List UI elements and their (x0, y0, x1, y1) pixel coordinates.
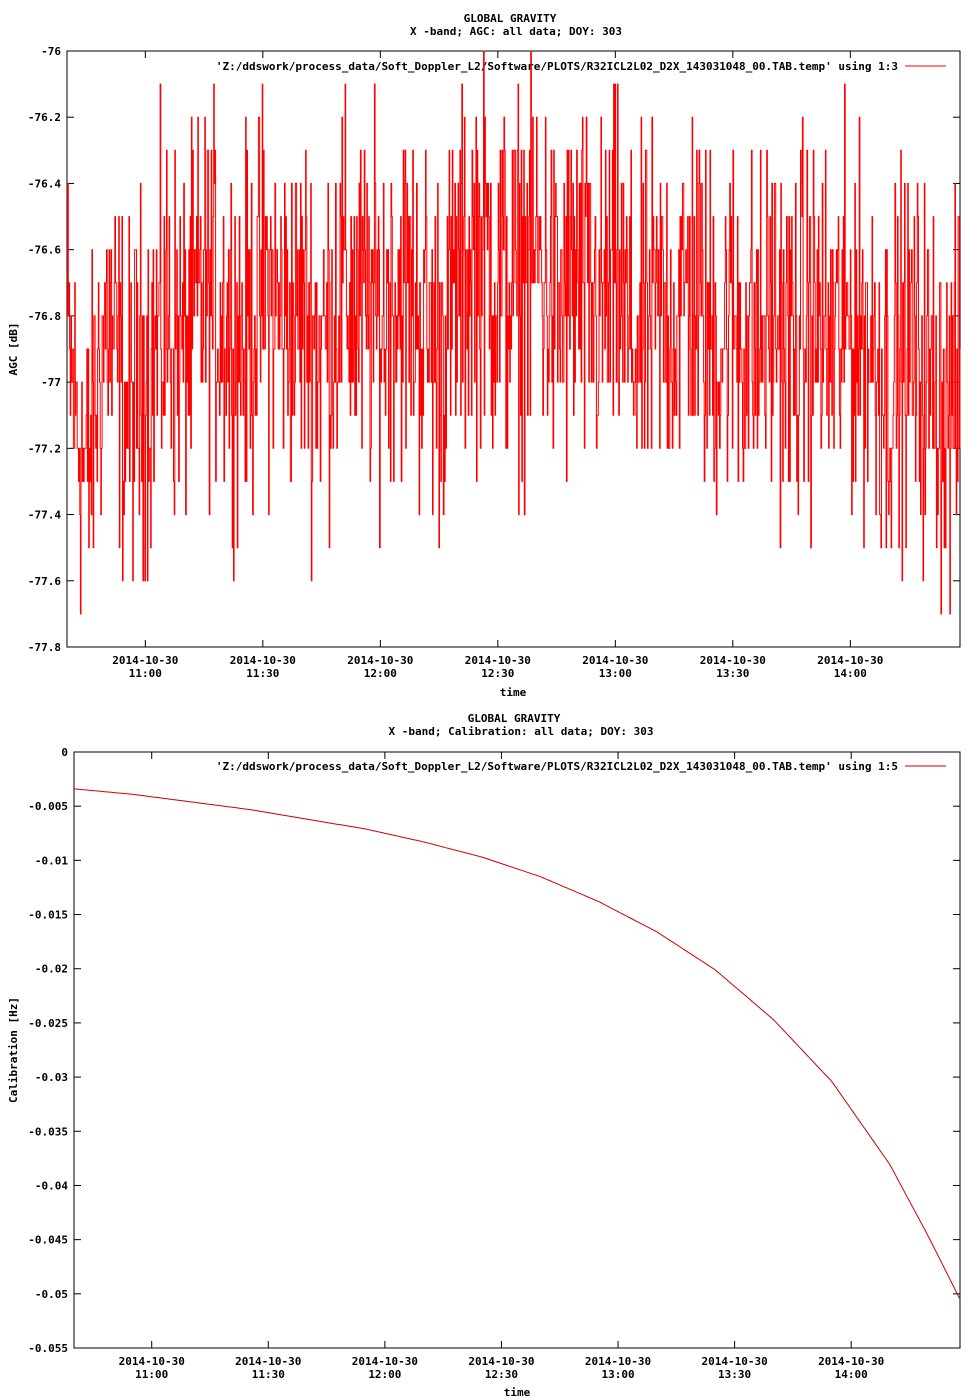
agc-y-tick-label: -77 (41, 376, 61, 389)
calibration-series-line (73, 788, 961, 1300)
agc-y-tick-label: -77.2 (28, 442, 61, 455)
calibration-x-tick-time-label: 12:00 (368, 1368, 401, 1381)
calibration-x-tick-date-label: 2014-10-30 (352, 1355, 418, 1368)
calibration-y-axis-label: Calibration [Hz] (7, 997, 20, 1103)
agc-y-tick-label: -76.4 (28, 177, 61, 190)
agc-y-tick-label: -76.6 (28, 244, 61, 257)
calibration-y-tick-label: -0.015 (28, 909, 68, 922)
calibration-chart: GLOBAL GRAVITY X -band; Calibration: all… (7, 712, 961, 1399)
calibration-x-tick-time-label: 13:00 (601, 1368, 634, 1381)
agc-x-tick-time-label: 11:30 (246, 667, 279, 680)
calibration-y-tick-label: -0.005 (28, 800, 68, 813)
calibration-y-tick-label: -0.01 (35, 854, 68, 867)
agc-x-tick-time-label: 14:00 (834, 667, 867, 680)
calibration-x-tick-date-label: 2014-10-30 (468, 1355, 534, 1368)
calibration-x-tick-date-label: 2014-10-30 (119, 1355, 185, 1368)
calibration-plot-frame (73, 751, 961, 1349)
agc-x-axis-label: time (500, 686, 527, 699)
calibration-y-tick-label: -0.03 (35, 1071, 68, 1084)
calibration-x-tick-time-label: 14:00 (835, 1368, 868, 1381)
agc-x-axis: 2014-10-3011:002014-10-3011:302014-10-30… (112, 51, 883, 680)
calibration-chart-subtitle: X -band; Calibration: all data; DOY: 303 (389, 725, 654, 738)
calibration-y-tick-label: -0.04 (35, 1179, 68, 1192)
calibration-x-axis: 2014-10-3011:002014-10-3011:302014-10-30… (119, 752, 884, 1381)
calibration-x-tick-time-label: 11:30 (252, 1368, 285, 1381)
calibration-x-tick-date-label: 2014-10-30 (235, 1355, 301, 1368)
agc-chart-title: GLOBAL GRAVITY (464, 12, 557, 25)
calibration-x-tick-date-label: 2014-10-30 (818, 1355, 884, 1368)
agc-y-tick-label: -77.4 (28, 509, 61, 522)
agc-x-tick-time-label: 12:30 (481, 667, 514, 680)
agc-series-line (67, 50, 961, 615)
agc-x-tick-date-label: 2014-10-30 (465, 654, 531, 667)
calibration-y-tick-label: -0.045 (28, 1234, 68, 1247)
agc-x-tick-date-label: 2014-10-30 (700, 654, 766, 667)
calibration-y-tick-label: -0.025 (28, 1017, 68, 1030)
agc-y-axis-label: AGC [dB] (7, 323, 20, 376)
agc-x-tick-time-label: 13:00 (599, 667, 632, 680)
agc-x-tick-time-label: 11:00 (129, 667, 162, 680)
calibration-legend-label: 'Z:/ddswork/process_data/Soft_Doppler_L2… (216, 760, 898, 773)
calibration-y-tick-label: -0.05 (35, 1288, 68, 1301)
agc-x-tick-date-label: 2014-10-30 (582, 654, 648, 667)
calibration-x-tick-date-label: 2014-10-30 (701, 1355, 767, 1368)
agc-y-tick-label: -77.6 (28, 575, 61, 588)
calibration-y-tick-label: 0 (61, 746, 68, 759)
agc-legend-label: 'Z:/ddswork/process_data/Soft_Doppler_L2… (216, 60, 898, 73)
agc-x-tick-date-label: 2014-10-30 (817, 654, 883, 667)
calibration-x-tick-time-label: 11:00 (135, 1368, 168, 1381)
agc-x-tick-date-label: 2014-10-30 (112, 654, 178, 667)
agc-chart-subtitle: X -band; AGC: all data; DOY: 303 (410, 25, 622, 38)
calibration-x-tick-date-label: 2014-10-30 (585, 1355, 651, 1368)
agc-y-tick-label: -76 (41, 45, 61, 58)
calibration-y-tick-label: -0.02 (35, 963, 68, 976)
agc-y-tick-label: -76.8 (28, 310, 61, 323)
calibration-y-tick-label: -0.055 (28, 1342, 68, 1355)
agc-chart: GLOBAL GRAVITY X -band; AGC: all data; D… (7, 12, 961, 699)
agc-x-tick-date-label: 2014-10-30 (230, 654, 296, 667)
agc-y-tick-label: -76.2 (28, 111, 61, 124)
calibration-x-tick-time-label: 13:30 (718, 1368, 751, 1381)
calibration-chart-title: GLOBAL GRAVITY (468, 712, 561, 725)
calibration-y-tick-label: -0.035 (28, 1125, 68, 1138)
agc-x-tick-time-label: 12:00 (364, 667, 397, 680)
agc-x-tick-date-label: 2014-10-30 (347, 654, 413, 667)
calibration-x-tick-time-label: 12:30 (485, 1368, 518, 1381)
calibration-x-axis-label: time (504, 1386, 531, 1399)
agc-y-tick-label: -77.8 (28, 641, 61, 654)
agc-x-tick-time-label: 13:30 (716, 667, 749, 680)
calibration-y-axis: 0 -0.005 -0.01 -0.015 -0.02 -0.025 -0.03 -0.035… (28, 746, 960, 1355)
